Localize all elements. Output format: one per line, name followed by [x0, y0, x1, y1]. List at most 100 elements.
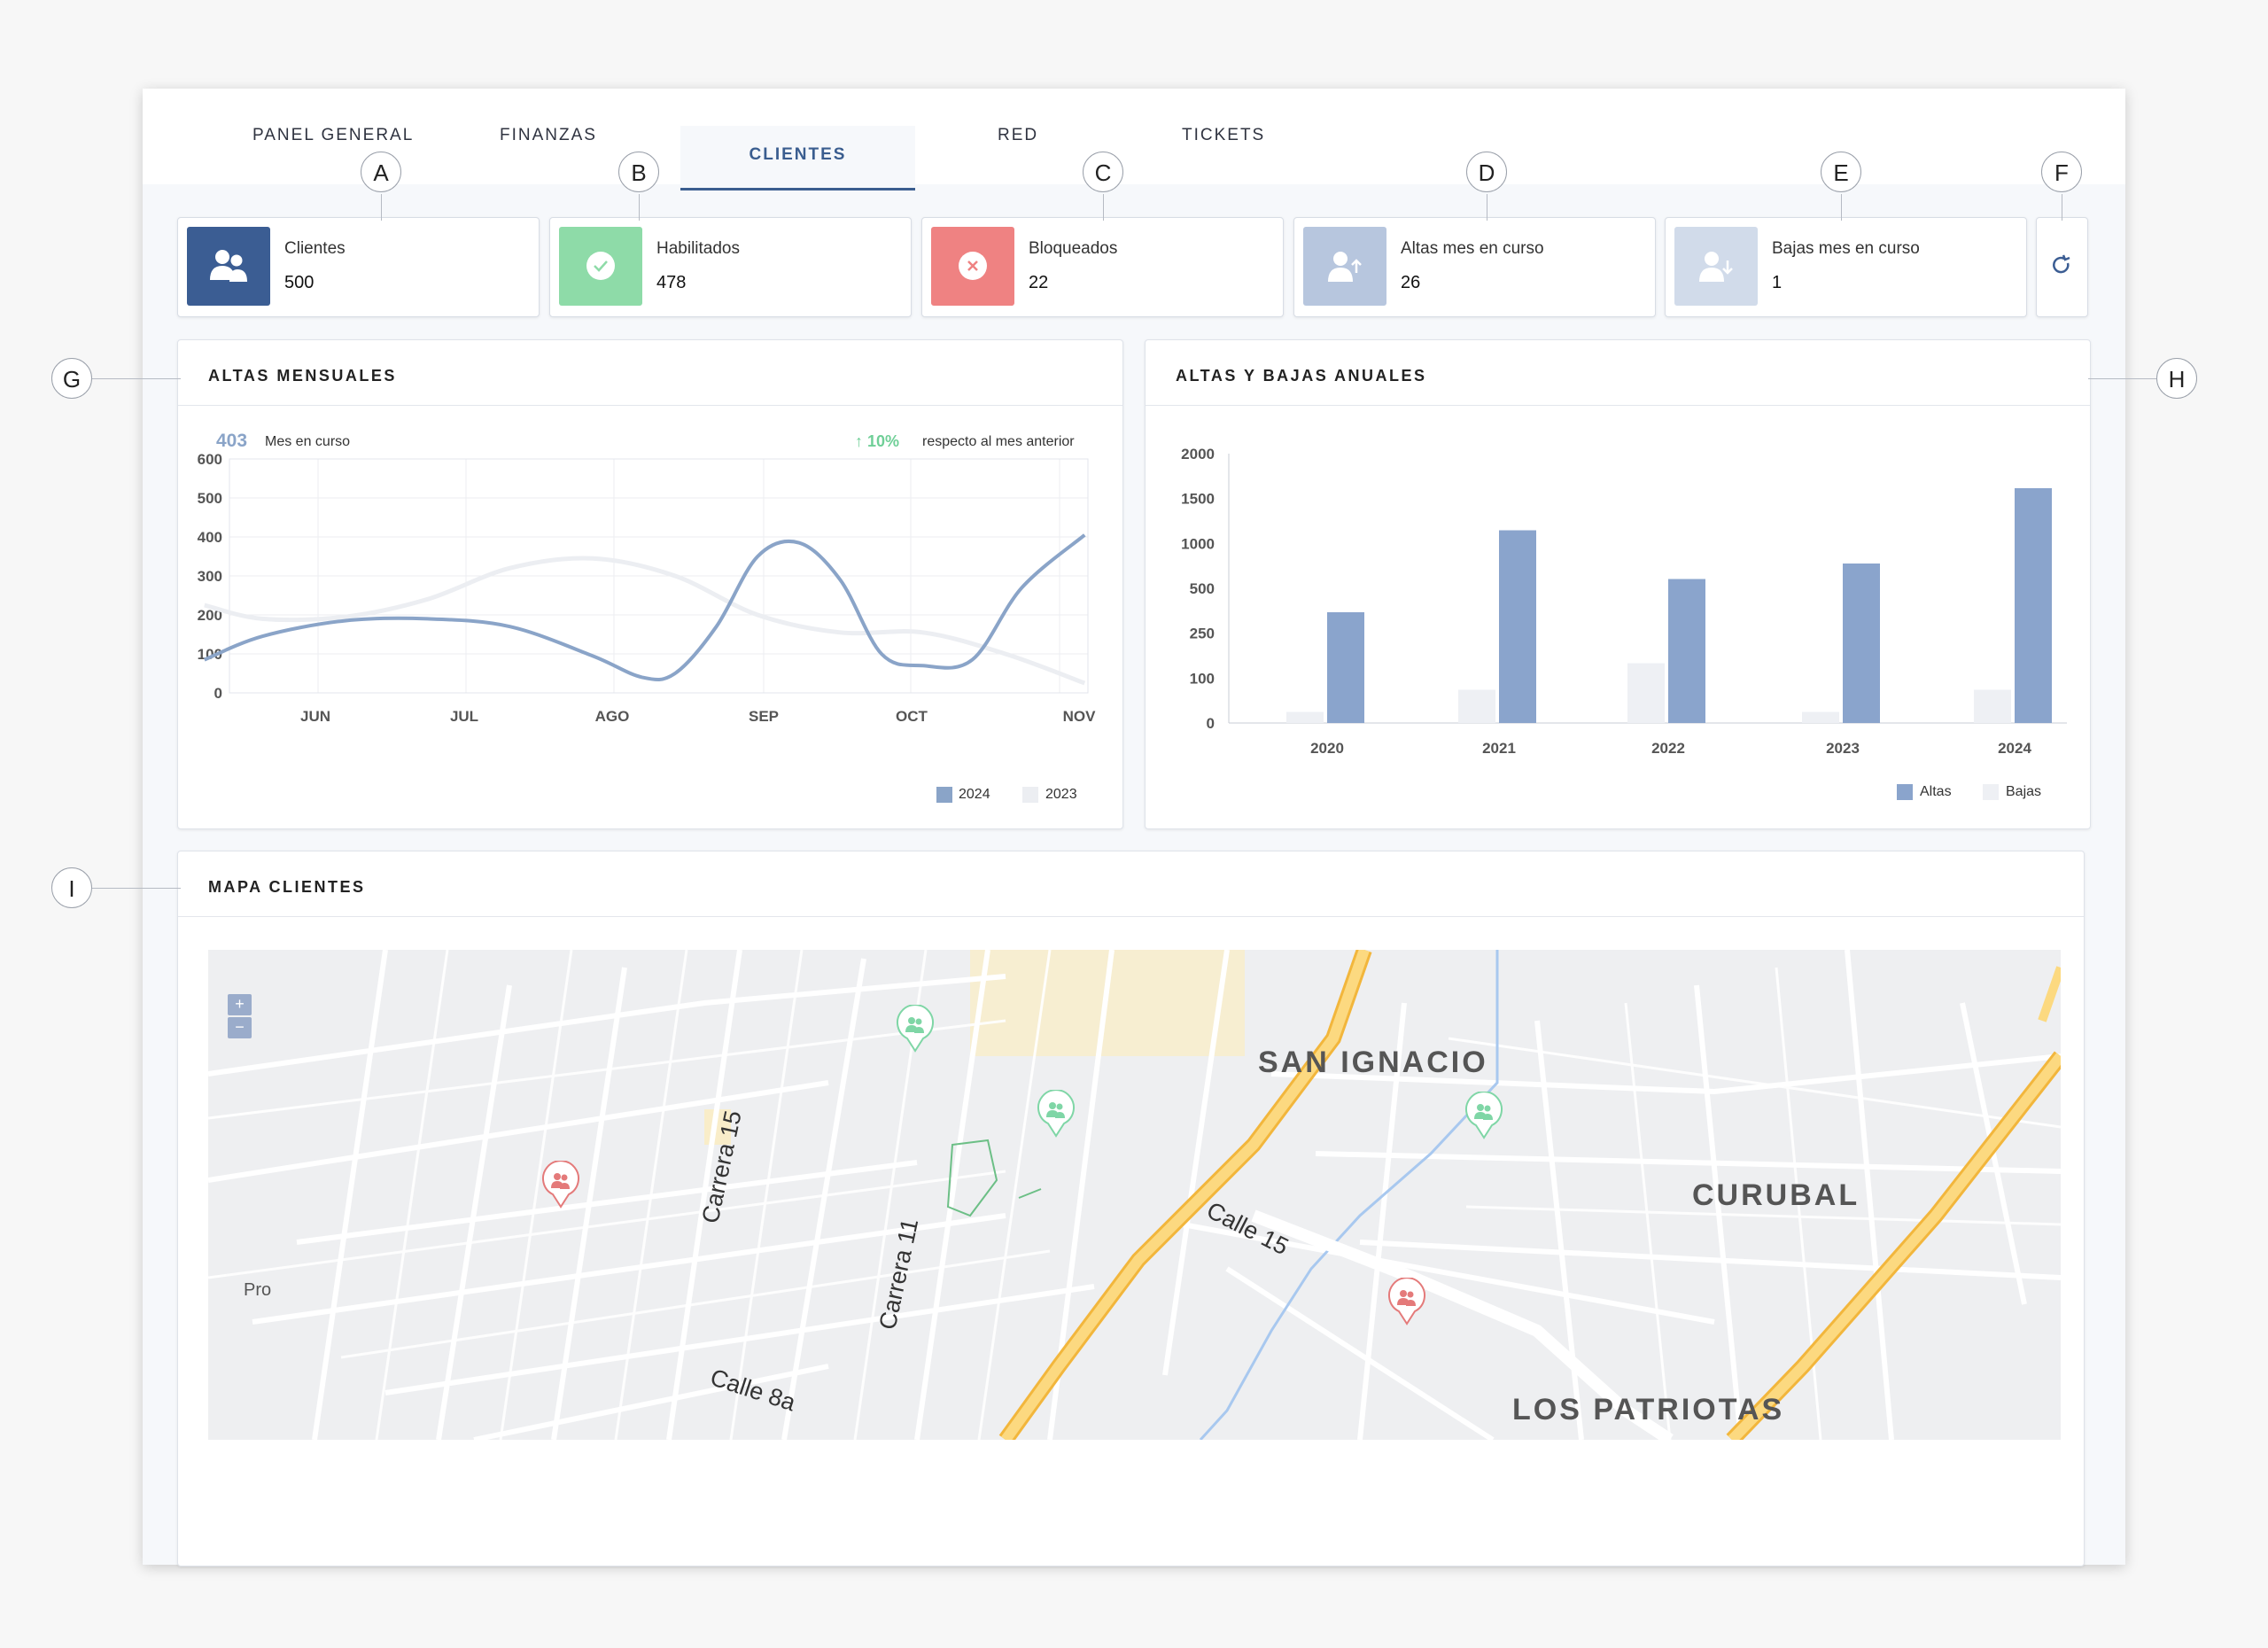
- y-tick-label: 400: [198, 529, 222, 546]
- kpi-label: Habilitados: [656, 239, 740, 258]
- bar-bajas-2021: [1458, 689, 1495, 723]
- legend-swatch-bajas: [1983, 784, 1999, 800]
- callout-c: C: [1083, 152, 1123, 192]
- callout-e: E: [1821, 152, 1861, 192]
- kpi-value: 478: [656, 273, 687, 292]
- callout-i: I: [51, 867, 92, 908]
- series-line-2023: [204, 556, 1086, 686]
- divider: [178, 916, 2084, 917]
- change-indicator: ↑ 10%: [855, 432, 899, 451]
- bar-altas-2022: [1668, 579, 1705, 723]
- y-tick-label: 200: [198, 607, 222, 624]
- kpi-altas-mes[interactable]: Altas mes en curso 26: [1293, 217, 1656, 317]
- users-icon: [1388, 1277, 1425, 1325]
- map-marker-enabled[interactable]: [1036, 1089, 1076, 1144]
- kpi-habilitados[interactable]: Habilitados 478: [549, 217, 912, 317]
- tab-red[interactable]: RED: [998, 126, 1039, 144]
- users-icon: [897, 1004, 934, 1053]
- map-marker-blocked[interactable]: [540, 1160, 581, 1215]
- y-tick-label: 2000: [1181, 446, 1215, 463]
- bar-bajas-2022: [1627, 663, 1665, 723]
- callout-g: G: [51, 358, 92, 399]
- kpi-label: Clientes: [284, 239, 346, 258]
- bar-bajas-2023: [1802, 711, 1839, 723]
- dashboard-window: PANEL GENERAL FINANZAS CLIENTES RED TICK…: [143, 89, 2125, 1566]
- check-circle-icon: [559, 227, 642, 306]
- kpi-bajas-mes[interactable]: Bajas mes en curso 1: [1665, 217, 2027, 317]
- callout-b: B: [618, 152, 659, 192]
- bar-altas-2024: [2015, 488, 2052, 723]
- bar-altas-2023: [1843, 564, 1880, 723]
- legend-label-bajas: Bajas: [2006, 784, 2042, 799]
- x-tick-label: 2021: [1482, 740, 1516, 757]
- callout-h: H: [2156, 358, 2197, 399]
- x-tick-label: SEP: [749, 708, 779, 725]
- map-label-san-ignacio: SAN IGNACIO: [1258, 1046, 1488, 1079]
- map-marker-enabled[interactable]: [1464, 1091, 1504, 1146]
- kpi-value: 22: [1029, 273, 1049, 292]
- altas-mensuales-panel: ALTAS MENSUALES 403 Mes en curso ↑ 10% r…: [177, 339, 1123, 829]
- x-tick-label: JUN: [300, 708, 330, 725]
- user-down-icon: [1674, 227, 1758, 306]
- map-marker-blocked[interactable]: [1386, 1277, 1427, 1332]
- kpi-value: 1: [1772, 273, 1783, 292]
- map-canvas: SAN IGNACIO CURUBAL LOS PATRIOTAS Carrer…: [208, 950, 2061, 1440]
- x-tick-label: 2022: [1651, 740, 1685, 757]
- kpi-value: 500: [284, 273, 315, 292]
- x-circle-icon: [931, 227, 1014, 306]
- map-container: SAN IGNACIO CURUBAL LOS PATRIOTAS Carrer…: [177, 851, 2083, 1477]
- kpi-clientes[interactable]: Clientes 500: [177, 217, 540, 317]
- map-marker-enabled[interactable]: [895, 1004, 936, 1059]
- users-icon: [1037, 1089, 1075, 1138]
- zoom-in-button[interactable]: +: [228, 994, 252, 1015]
- map-label-curubal: CURUBAL: [1692, 1178, 1860, 1212]
- panel-title: MAPA CLIENTES: [208, 878, 366, 896]
- callout-leader: [92, 888, 181, 889]
- tab-clientes[interactable]: CLIENTES: [680, 126, 915, 190]
- current-month-value: 403: [216, 431, 248, 451]
- change-label: respecto al mes anterior: [922, 434, 1075, 449]
- callout-d: D: [1466, 152, 1507, 192]
- legend-swatch-altas: [1897, 784, 1913, 800]
- callout-leader: [1841, 194, 1842, 221]
- monthly-line-chart: 600 500 400 300 200 100 0 JUN JUL AGO SEP OCT NOV: [198, 451, 1097, 725]
- users-icon: [542, 1160, 579, 1209]
- kpi-bloqueados[interactable]: Bloqueados 22: [921, 217, 1284, 317]
- x-tick-label: NOV: [1063, 708, 1097, 725]
- y-tick-label: 1000: [1181, 535, 1215, 552]
- current-month-label: Mes en curso: [265, 434, 351, 449]
- panel-title: ALTAS MENSUALES: [208, 367, 397, 385]
- y-tick-label: 500: [198, 490, 222, 507]
- zoom-out-button[interactable]: −: [228, 1017, 252, 1038]
- change-value: 10%: [867, 432, 900, 450]
- tab-panel-general[interactable]: PANEL GENERAL: [252, 126, 415, 144]
- divider: [178, 405, 1122, 406]
- arrow-up-icon: ↑: [855, 432, 863, 450]
- tab-finanzas[interactable]: FINANZAS: [500, 126, 597, 144]
- x-tick-label: 2023: [1826, 740, 1860, 757]
- y-tick-label: 300: [198, 568, 222, 585]
- callout-a: A: [361, 152, 401, 192]
- tab-tickets[interactable]: TICKETS: [1182, 126, 1266, 144]
- y-tick-label: 250: [1190, 626, 1215, 642]
- kpi-value: 26: [1401, 273, 1421, 292]
- plot-frame: [229, 458, 1089, 694]
- series-line-2024: [204, 533, 1086, 682]
- legend-swatch-2023: [1022, 787, 1038, 803]
- clients-map[interactable]: SAN IGNACIO CURUBAL LOS PATRIOTAS Carrer…: [208, 950, 2061, 1440]
- bar-altas-2020: [1327, 612, 1364, 723]
- users-icon: [187, 227, 270, 306]
- panel-title: ALTAS Y BAJAS ANUALES: [1176, 367, 1427, 385]
- legend-label-2024: 2024: [959, 787, 990, 802]
- x-tick-label: JUL: [450, 708, 478, 725]
- legend-label-2023: 2023: [1045, 787, 1077, 802]
- map-label-pro: Pro: [244, 1280, 271, 1300]
- refresh-button[interactable]: [2036, 217, 2088, 317]
- x-tick-label: OCT: [896, 708, 928, 725]
- legend-label-altas: Altas: [1920, 784, 1952, 799]
- y-tick-label: 100: [1190, 670, 1215, 687]
- kpi-label: Bajas mes en curso: [1772, 239, 1920, 258]
- y-tick-label: 500: [1190, 580, 1215, 597]
- user-up-icon: [1303, 227, 1386, 306]
